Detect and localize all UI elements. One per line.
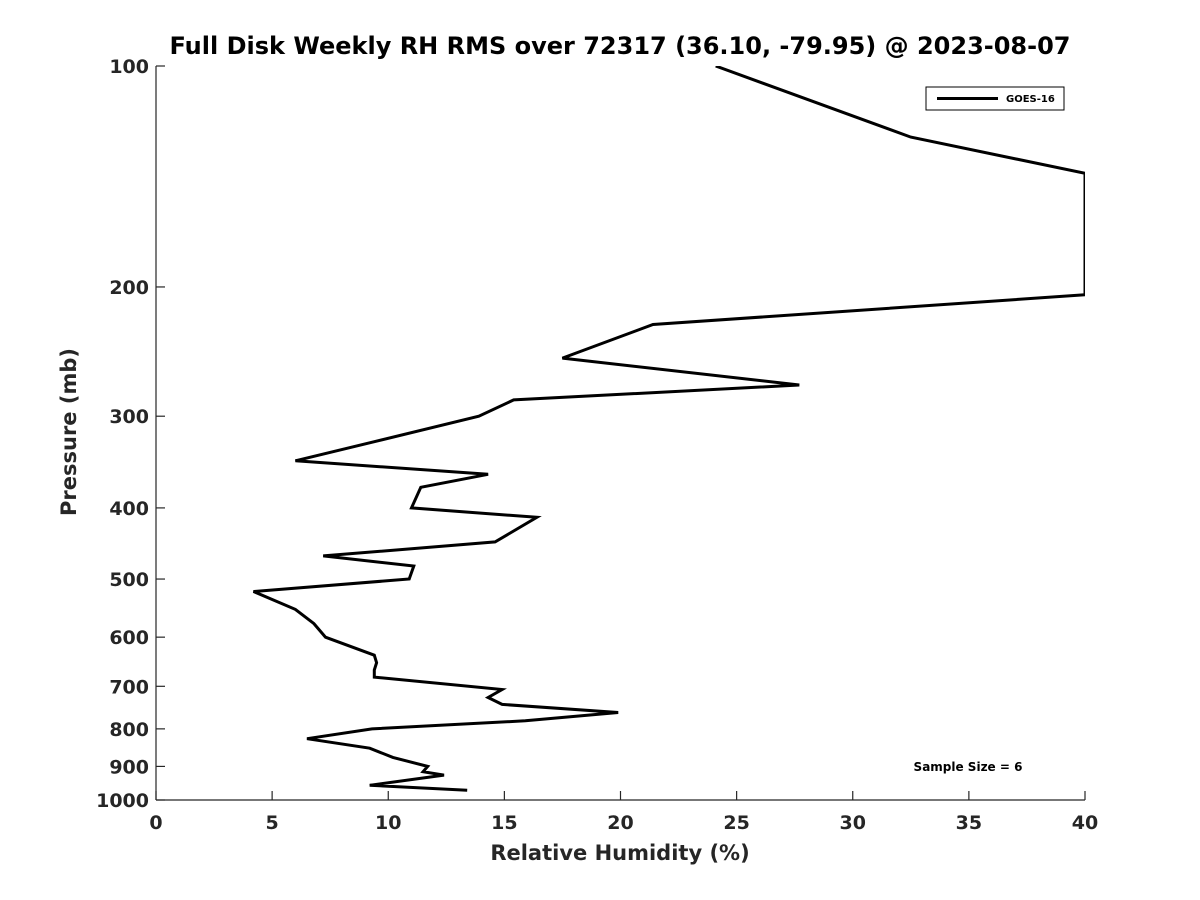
legend-label-goes-16: GOES-16	[1006, 94, 1055, 105]
y-tick-label: 600	[109, 627, 149, 649]
x-tick-label: 0	[149, 812, 162, 834]
axis-ticks: 0 5 10 15 20 25 30 35 40 100 200 300 400 500 600 700 800…	[96, 56, 1098, 834]
sample-size-annotation: Sample Size = 6	[914, 760, 1023, 774]
y-axis-label: Pressure (mb)	[57, 348, 81, 516]
x-tick-label: 15	[491, 812, 517, 834]
data-lines	[252, 66, 1085, 792]
x-tick-label: 20	[607, 812, 633, 834]
y-tick-label: 700	[109, 676, 149, 698]
y-tick-label: 400	[109, 498, 149, 520]
x-tick-label: 30	[840, 812, 866, 834]
x-tick-label: 10	[375, 812, 401, 834]
x-tick-label: 40	[1072, 812, 1098, 834]
x-tick-label: 5	[266, 812, 279, 834]
y-tick-label: 900	[109, 756, 149, 778]
y-tick-label: 500	[109, 569, 149, 591]
axes	[155, 66, 1085, 801]
y-tick-label: 300	[109, 406, 149, 428]
x-tick-label: 35	[956, 812, 982, 834]
y-tick-label: 800	[109, 719, 149, 741]
y-tick-label: 200	[109, 277, 149, 299]
x-tick-label: 25	[723, 812, 749, 834]
y-tick-label: 1000	[96, 790, 149, 812]
x-axis-label: Relative Humidity (%)	[490, 841, 749, 865]
chart-title: Full Disk Weekly RH RMS over 72317 (36.1…	[169, 32, 1070, 60]
series-line-goes-16	[252, 66, 1085, 792]
legend: GOES-16	[925, 86, 1065, 111]
y-tick-label: 100	[109, 56, 149, 78]
